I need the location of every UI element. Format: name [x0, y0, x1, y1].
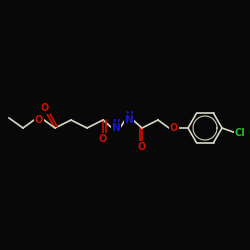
- Text: O: O: [138, 142, 146, 152]
- Text: H: H: [112, 118, 120, 128]
- Text: N: N: [124, 115, 134, 125]
- Text: N: N: [112, 123, 120, 133]
- Text: O: O: [99, 134, 107, 144]
- Text: O: O: [41, 103, 49, 113]
- Text: O: O: [170, 123, 178, 133]
- Text: H: H: [125, 110, 133, 120]
- Text: Cl: Cl: [234, 128, 246, 138]
- Text: O: O: [35, 115, 43, 125]
